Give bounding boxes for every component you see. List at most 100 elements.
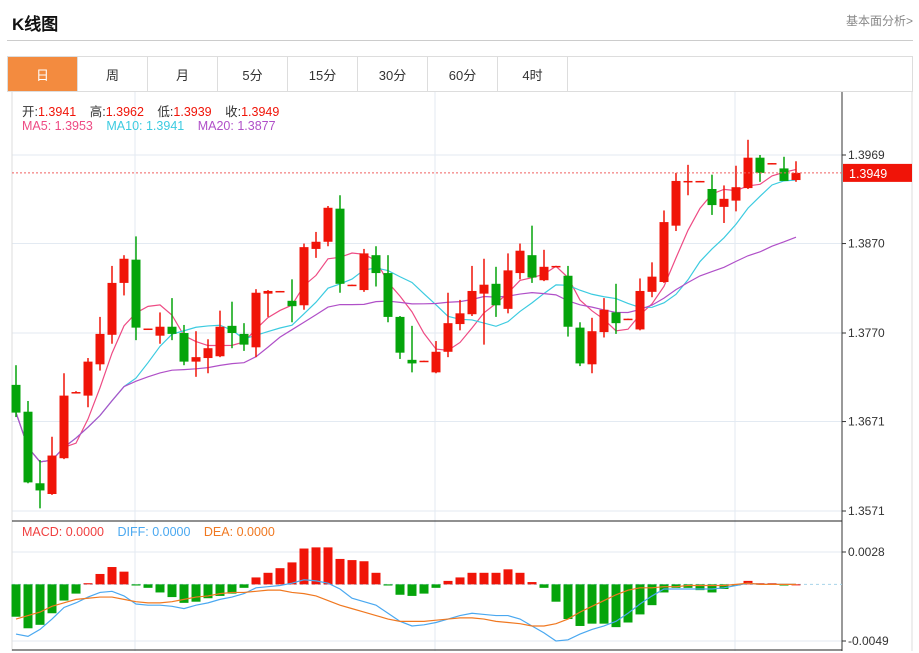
dea-value: 0.0000 [236,525,275,539]
candle-body [119,258,129,283]
close-value: 1.3949 [241,105,280,119]
macd-tick-label: 0.0028 [848,545,885,559]
candle-body [683,180,693,183]
macd-bar [383,584,393,586]
candle-body [323,207,333,242]
divider [7,40,913,41]
y-tick-label: 1.3870 [848,237,885,251]
candle-body [215,326,225,357]
macd-bar [287,562,297,585]
macd-bar [107,567,117,585]
y-tick-label: 1.3969 [848,148,885,162]
candle-body [311,241,321,249]
candle-body [239,333,249,345]
low-value: 1.3939 [173,105,212,119]
macd-bar [203,584,213,599]
high-value: 1.3962 [105,105,144,119]
macd-bar [539,584,549,588]
candle-body [11,384,21,413]
macd-bar [515,572,525,585]
tab-1[interactable]: 周 [78,57,148,91]
macd-bar [299,548,309,585]
candle-body [443,323,453,352]
macd-bar [551,584,561,602]
macd-bar [83,583,93,585]
candle-body [479,284,489,294]
macd-bar [215,584,225,596]
candle-body [227,325,237,333]
dea-label: DEA: [203,525,237,539]
ma10-label: MA10: [106,119,146,133]
y-tick-label: 1.3770 [848,326,885,340]
macd-bar [491,572,501,585]
candle-body [731,187,741,201]
macd-bar [395,584,405,595]
tab-0[interactable]: 日 [8,57,78,91]
candle-body [719,198,729,207]
macd-bar [263,572,273,585]
macd-bar [11,584,21,617]
macd-bar [479,572,489,585]
macd-bar [611,584,621,628]
candle-body [515,250,525,274]
macd-bar [527,582,537,585]
ma20-line [15,236,797,463]
candle-body [779,168,789,181]
macd-bar [59,584,69,601]
candle-body [143,328,153,331]
macd-bar [335,558,345,585]
candle-body [659,222,669,283]
macd-bar [167,584,177,598]
ma20-label: MA20: [197,119,238,133]
macd-bar [347,560,357,585]
tab-6[interactable]: 60分 [428,57,498,91]
fundamental-analysis-link[interactable]: 基本面分析> [845,14,913,28]
candle-body [599,309,609,333]
macd-bar [323,547,333,585]
candle-body [287,300,297,307]
macd-bar [587,584,597,624]
candle-body [551,265,561,268]
tab-3[interactable]: 5分 [218,57,288,91]
candle-body [179,333,189,362]
candle-body [395,316,405,353]
tab-4[interactable]: 15分 [288,57,358,91]
macd-bar [47,584,57,614]
candle-body [71,392,81,394]
ma10-line [15,179,797,463]
macd-bar [431,584,441,588]
candle-body [23,411,33,483]
candle-body [647,276,657,292]
macd-bar [455,577,465,585]
candle-body [299,247,309,306]
candle-body [755,157,765,173]
candle-body [371,255,381,274]
low-label: 低: [157,105,174,119]
candle-body [707,188,717,206]
candle-body [275,290,285,293]
macd-bar [443,580,453,585]
y-tick-label: 1.3671 [848,415,885,429]
tab-2[interactable]: 月 [148,57,218,91]
candle-body [59,395,69,459]
diff-label: DIFF: [117,525,153,539]
candle-body [431,351,441,373]
candle-body [359,253,369,291]
candle-body [203,348,213,359]
macd-bar [599,584,609,624]
macd-bar [695,584,705,591]
last-price-badge [843,163,912,182]
candle-body [623,318,633,321]
page-title: K线图 [12,15,59,34]
candle-body [167,326,177,334]
macd-bar [719,584,729,589]
candle-body [767,163,777,165]
candle-body [587,331,597,365]
macd-bar [227,584,237,594]
tab-5[interactable]: 30分 [358,57,428,91]
ma-legend: MA5: 1.3953 MA10: 1.3941 MA20: 1.3877 [22,119,286,133]
tab-7[interactable]: 4时 [498,57,568,91]
ma5-value: 1.3953 [54,119,93,133]
open-value: 1.3941 [37,105,77,119]
